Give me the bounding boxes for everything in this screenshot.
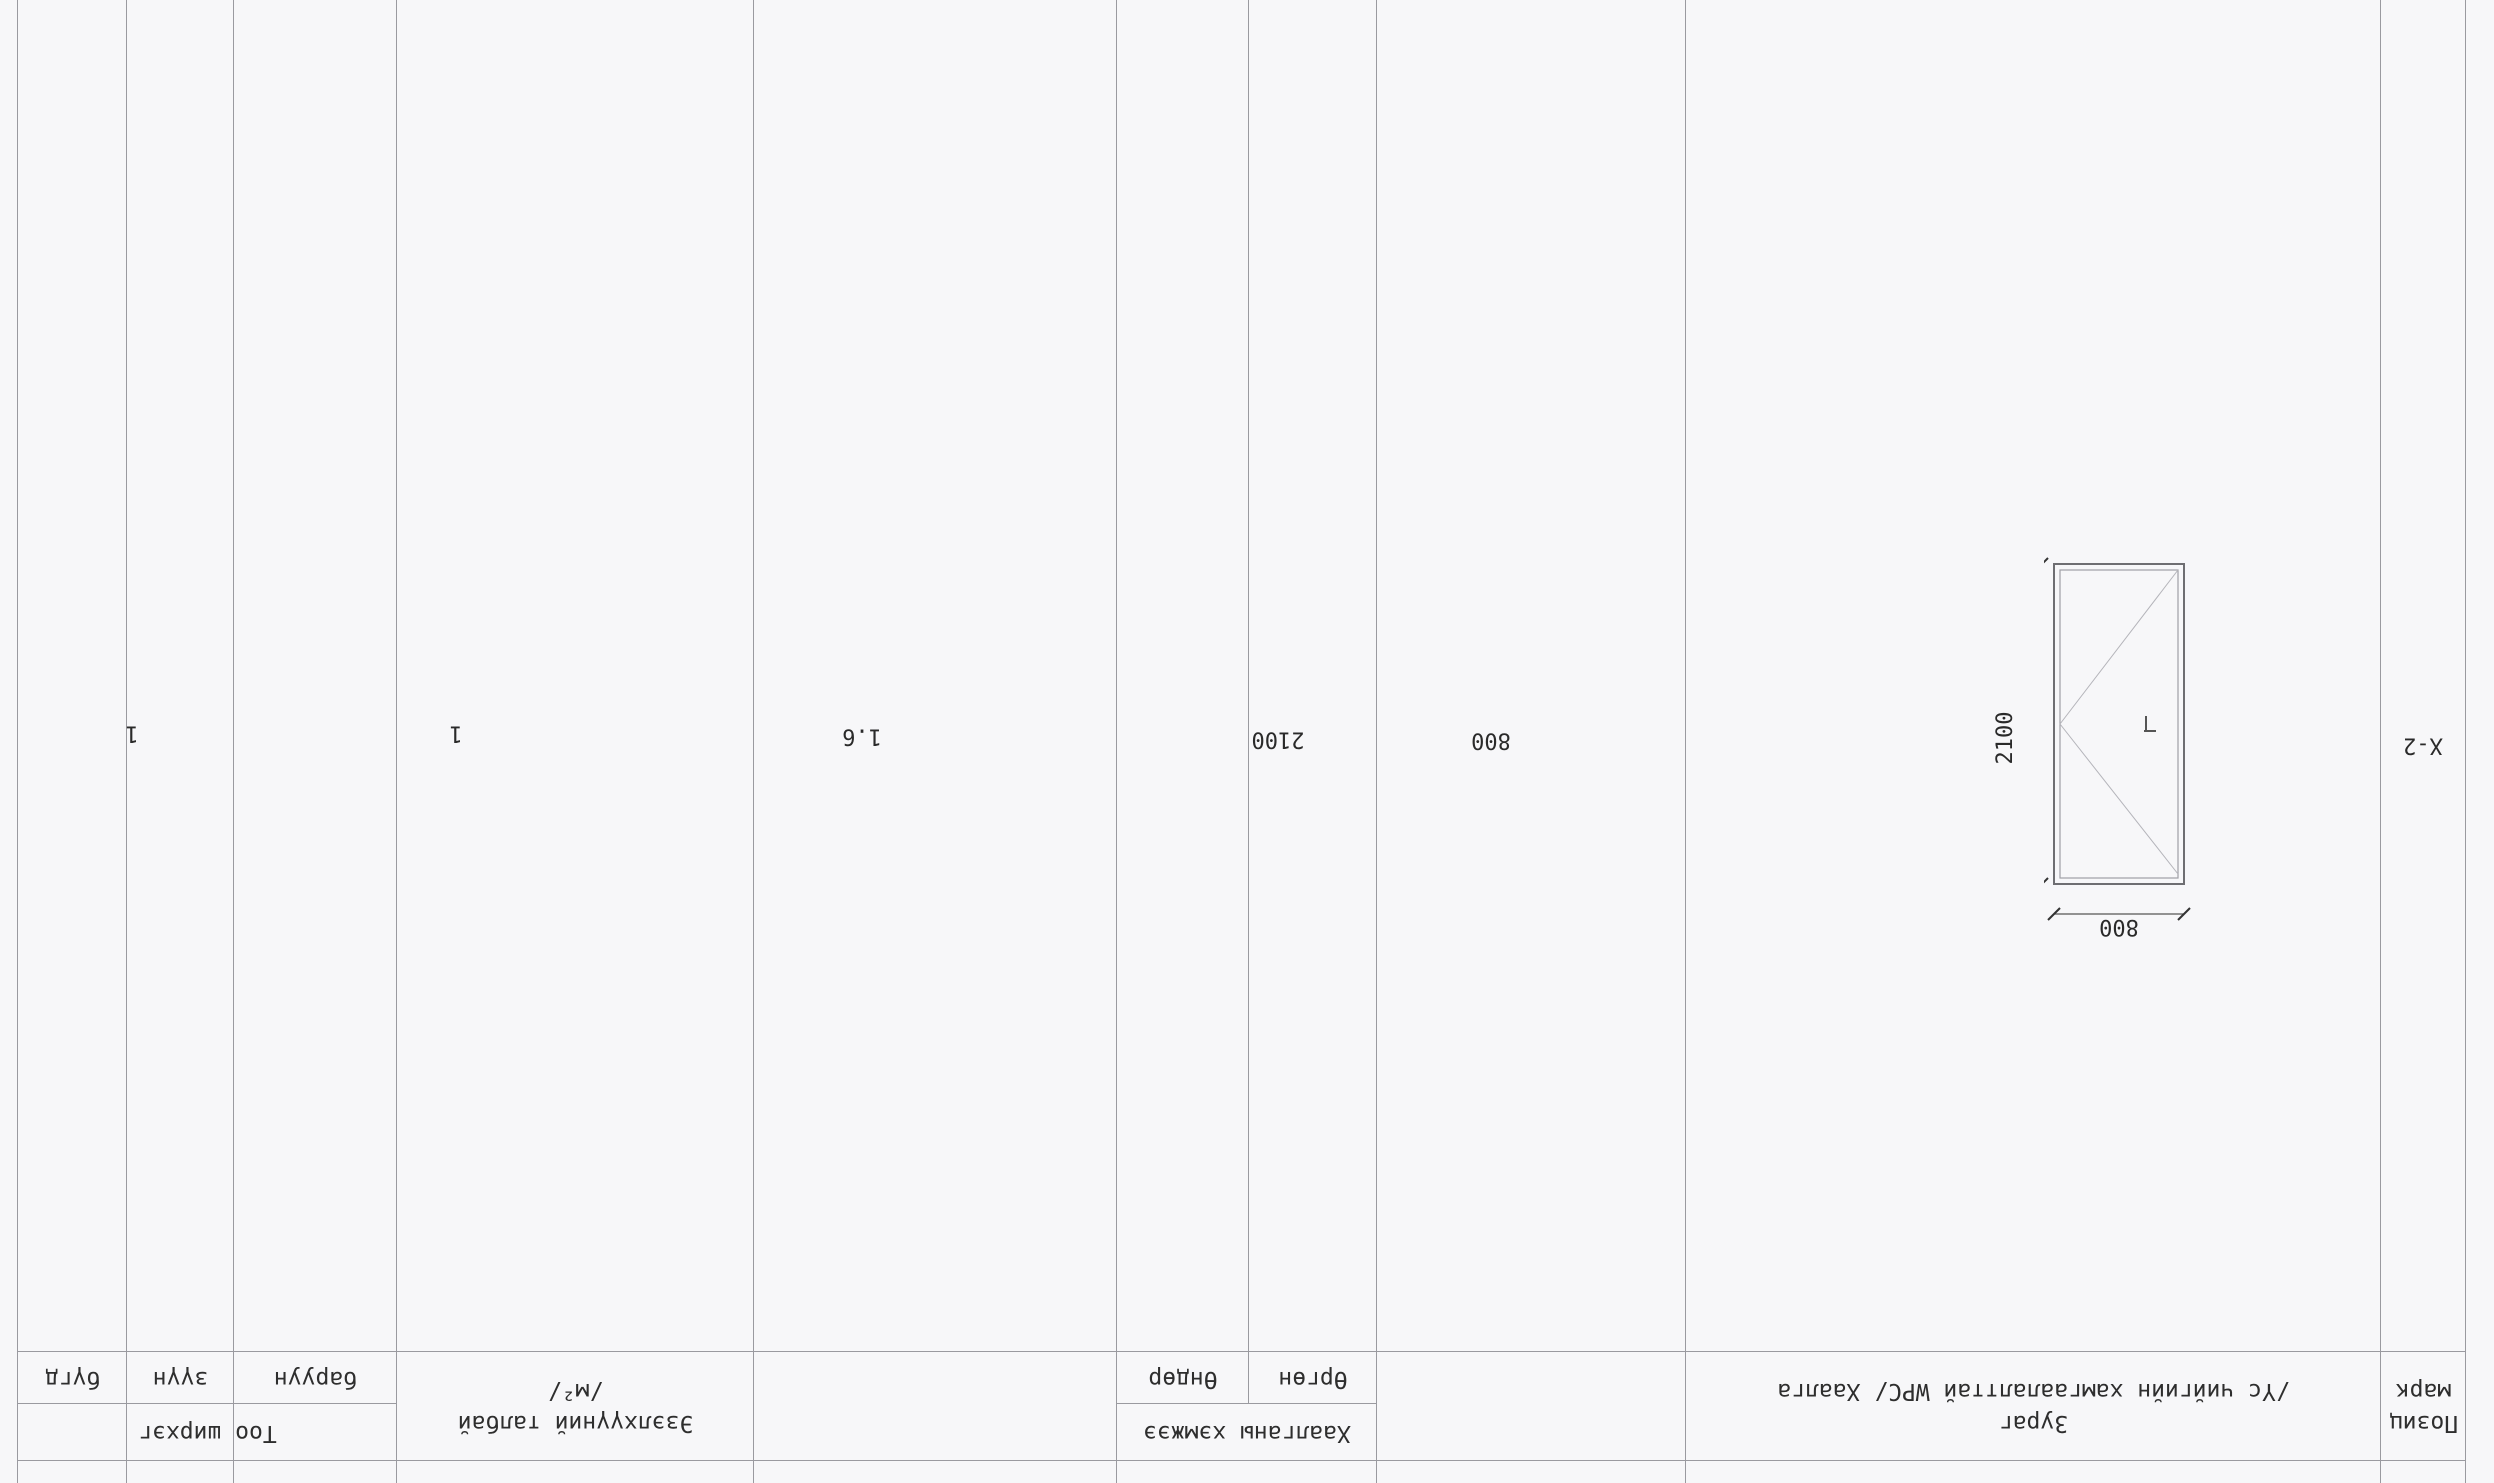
header-drawing-subtitle: /Үс чийгийн хамгаалалттай WPC/ Хаалга bbox=[1777, 1378, 2290, 1405]
height-dim-label: 2100 bbox=[1993, 712, 2018, 765]
door-frame bbox=[2053, 563, 2185, 885]
grid-line bbox=[1376, 0, 1377, 1483]
row-qty-right: 1 bbox=[449, 720, 463, 746]
width-dim-tick bbox=[2047, 907, 2061, 921]
grid-line bbox=[1116, 0, 1117, 1483]
header-width-text: Өргөн bbox=[1278, 1365, 1348, 1392]
header-height: Өндөр bbox=[1117, 1352, 1249, 1404]
width-dim-tick bbox=[2177, 907, 2191, 921]
header-area: Эзэлхүүний талбай /м²/ bbox=[397, 1352, 754, 1461]
width-dim-label: 800 bbox=[2099, 914, 2139, 938]
opening-line bbox=[2059, 569, 2179, 725]
door-elevation-drawing: 800 bbox=[2044, 557, 2191, 938]
door-leaf bbox=[2059, 569, 2179, 879]
header-qty-total-text: бүгд bbox=[44, 1365, 101, 1392]
header-door-size-text: Хаалганы хэмжээ bbox=[1143, 1420, 1351, 1447]
row-height: 2100 bbox=[1251, 726, 1305, 752]
grid-line bbox=[1248, 0, 1249, 1404]
height-dim-tick bbox=[2044, 557, 2049, 571]
grid-line bbox=[2465, 0, 2466, 1483]
row-qty-total: 1 bbox=[125, 720, 139, 746]
header-qty-total: бүгд bbox=[18, 1352, 127, 1404]
header-qty-right-side: баруун bbox=[234, 1352, 397, 1404]
height-dim-label-wrap: 2100 bbox=[1993, 712, 2018, 765]
grid-line bbox=[396, 0, 397, 1483]
header-quantity-text: Тоо ширхэг bbox=[138, 1420, 277, 1447]
header-qty-left-side: зүүн bbox=[127, 1352, 234, 1404]
header-quantity: Тоо ширхэг bbox=[18, 1404, 397, 1461]
grid-line bbox=[2380, 0, 2381, 1483]
header-area-unit: /м²/ bbox=[547, 1378, 604, 1405]
header-position-mark: Позиц марк bbox=[2381, 1352, 2466, 1461]
header-qty-right-text: баруун bbox=[273, 1365, 358, 1392]
row-area: 1.6 bbox=[842, 723, 882, 749]
header-height-text: Өндөр bbox=[1148, 1365, 1218, 1392]
header-drawing-title: Зураг bbox=[1998, 1409, 2069, 1436]
opening-line bbox=[2059, 723, 2179, 875]
grid-line bbox=[233, 0, 234, 1483]
header-drawing: Зураг /Үс чийгийн хамгаалалттай WPC/ Хаа… bbox=[1686, 1352, 2381, 1461]
header-door-size: Хаалганы хэмжээ bbox=[1117, 1404, 1377, 1461]
grid-line bbox=[17, 0, 18, 1483]
row-width: 800 bbox=[1471, 727, 1511, 753]
grid-line bbox=[1685, 0, 1686, 1483]
header-area-title: Эзэлхүүний талбай bbox=[457, 1409, 694, 1436]
row-mark: Х-2 bbox=[2403, 732, 2443, 758]
door-handle-icon bbox=[2144, 716, 2156, 732]
grid-line bbox=[753, 0, 754, 1483]
header-qty-left-text: зүүн bbox=[152, 1365, 209, 1392]
header-position-mark-text: Позиц марк bbox=[2388, 1378, 2459, 1436]
height-dim-tick bbox=[2044, 877, 2049, 891]
header-width: Өргөн bbox=[1249, 1352, 1377, 1404]
